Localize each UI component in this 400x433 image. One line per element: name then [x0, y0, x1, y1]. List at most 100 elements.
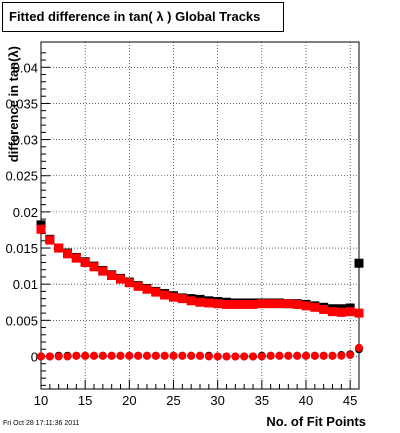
data-point-square: [328, 307, 337, 317]
data-point-square: [195, 297, 205, 307]
data-point-square: [213, 299, 223, 309]
data-point-circle: [328, 351, 337, 360]
data-point-square: [142, 284, 152, 294]
y-tick-label: 0.04: [13, 60, 38, 75]
data-point-circle: [98, 351, 107, 360]
data-point-square: [151, 287, 161, 297]
data-point-circle: [204, 352, 213, 361]
data-point-circle: [81, 351, 90, 360]
data-point-square: [248, 299, 258, 309]
data-point-circle: [160, 351, 169, 360]
data-point-circle: [90, 351, 98, 360]
y-tick-label: 0.035: [5, 96, 38, 111]
x-tick-label: 20: [122, 393, 136, 408]
data-point-square: [336, 307, 346, 317]
y-tick-label: 0.03: [13, 133, 38, 148]
data-point-square: [283, 299, 293, 309]
data-point-square: [222, 299, 231, 309]
data-point-circle: [310, 351, 319, 360]
data-point-circle: [143, 351, 151, 360]
y-tick-label: 0.005: [5, 313, 38, 328]
data-point-square: [98, 266, 108, 276]
data-point-square: [116, 274, 125, 284]
data-point-circle: [231, 352, 240, 361]
data-point-square: [169, 292, 178, 302]
data-point-circle: [266, 351, 275, 360]
data-point-square: [257, 299, 267, 309]
plot-frame: [40, 41, 360, 390]
data-point-circle: [257, 352, 266, 361]
x-tick-label: 45: [343, 393, 357, 408]
data-point-square: [301, 301, 311, 311]
data-point-square: [177, 294, 187, 304]
data-point-square: [160, 290, 170, 300]
data-point-circle: [337, 351, 346, 360]
data-point-circle: [116, 351, 125, 360]
data-point-square: [354, 308, 364, 318]
data-point-square: [345, 307, 355, 317]
data-point-circle: [275, 351, 284, 360]
data-point-square: [133, 281, 143, 291]
data-point-circle: [240, 352, 249, 361]
axes: 10 15 20 25 30 35 40 45 0 0.005 0.01 0.015 0.02 0.025…: [5, 52, 360, 408]
data-point-square: [80, 257, 90, 267]
data-point-circle: [45, 352, 54, 361]
data-point-square: [45, 235, 55, 245]
data-point-circle: [302, 351, 310, 360]
data-point-circle: [196, 351, 204, 360]
data-point-square: [204, 298, 214, 308]
x-tick-label: 10: [34, 393, 48, 408]
data-point-circle: [249, 352, 257, 361]
y-tick-label: 0.025: [5, 169, 38, 184]
data-point-circle: [63, 352, 72, 361]
y-tick-label: 0.01: [13, 277, 38, 292]
x-tick-label: 35: [255, 393, 269, 408]
data-point-circle: [72, 351, 81, 360]
data-point-square: [54, 243, 64, 253]
data-point-square: [71, 253, 81, 263]
data-point-circle: [125, 351, 134, 360]
x-tick-label: 30: [210, 393, 224, 408]
data-point-circle: [107, 351, 116, 360]
data-point-circle: [213, 352, 222, 361]
data-point-square: [186, 296, 196, 306]
data-point-square: [354, 258, 364, 268]
x-tick-label: 25: [166, 393, 180, 408]
y-tick-label: 0: [31, 349, 38, 364]
x-tick-label: 40: [299, 393, 313, 408]
y-axis-label: difference in tan(λ): [6, 46, 21, 162]
data-point-circle: [169, 351, 178, 360]
grid: [40, 42, 359, 389]
data-point-circle: [54, 352, 63, 361]
y-tick-label: 0.02: [13, 205, 38, 220]
data-point-square: [319, 304, 329, 314]
x-axis-label: No. of Fit Points: [266, 414, 366, 429]
data-point-circle: [284, 351, 293, 360]
data-point-circle: [346, 351, 355, 360]
data-point-circle: [355, 343, 363, 352]
data-point-square: [107, 271, 117, 281]
data-point-square: [36, 224, 46, 234]
data-point-circle: [134, 351, 143, 360]
data-point-circle: [151, 351, 160, 360]
y-tick-label: 0.015: [5, 241, 38, 256]
x-tick-label: 15: [78, 393, 92, 408]
data-point-square: [89, 262, 99, 272]
data-point-circle: [187, 351, 196, 360]
data-point-circle: [293, 351, 302, 360]
data-series: [36, 220, 364, 361]
chart-title: Fitted difference in tan( λ ) Global Tra…: [2, 2, 284, 32]
data-point-square: [63, 249, 72, 259]
data-point-square: [239, 299, 249, 309]
data-point-circle: [178, 351, 187, 360]
timestamp: Fri Oct 28 17:11:36 2011: [3, 420, 80, 427]
data-point-square: [230, 299, 240, 309]
data-point-square: [266, 299, 276, 309]
data-point-square: [292, 299, 302, 309]
data-point-circle: [37, 352, 45, 361]
data-point-circle: [222, 352, 231, 361]
data-point-square: [124, 278, 134, 288]
data-point-square: [275, 299, 284, 309]
data-point-square: [310, 302, 320, 312]
